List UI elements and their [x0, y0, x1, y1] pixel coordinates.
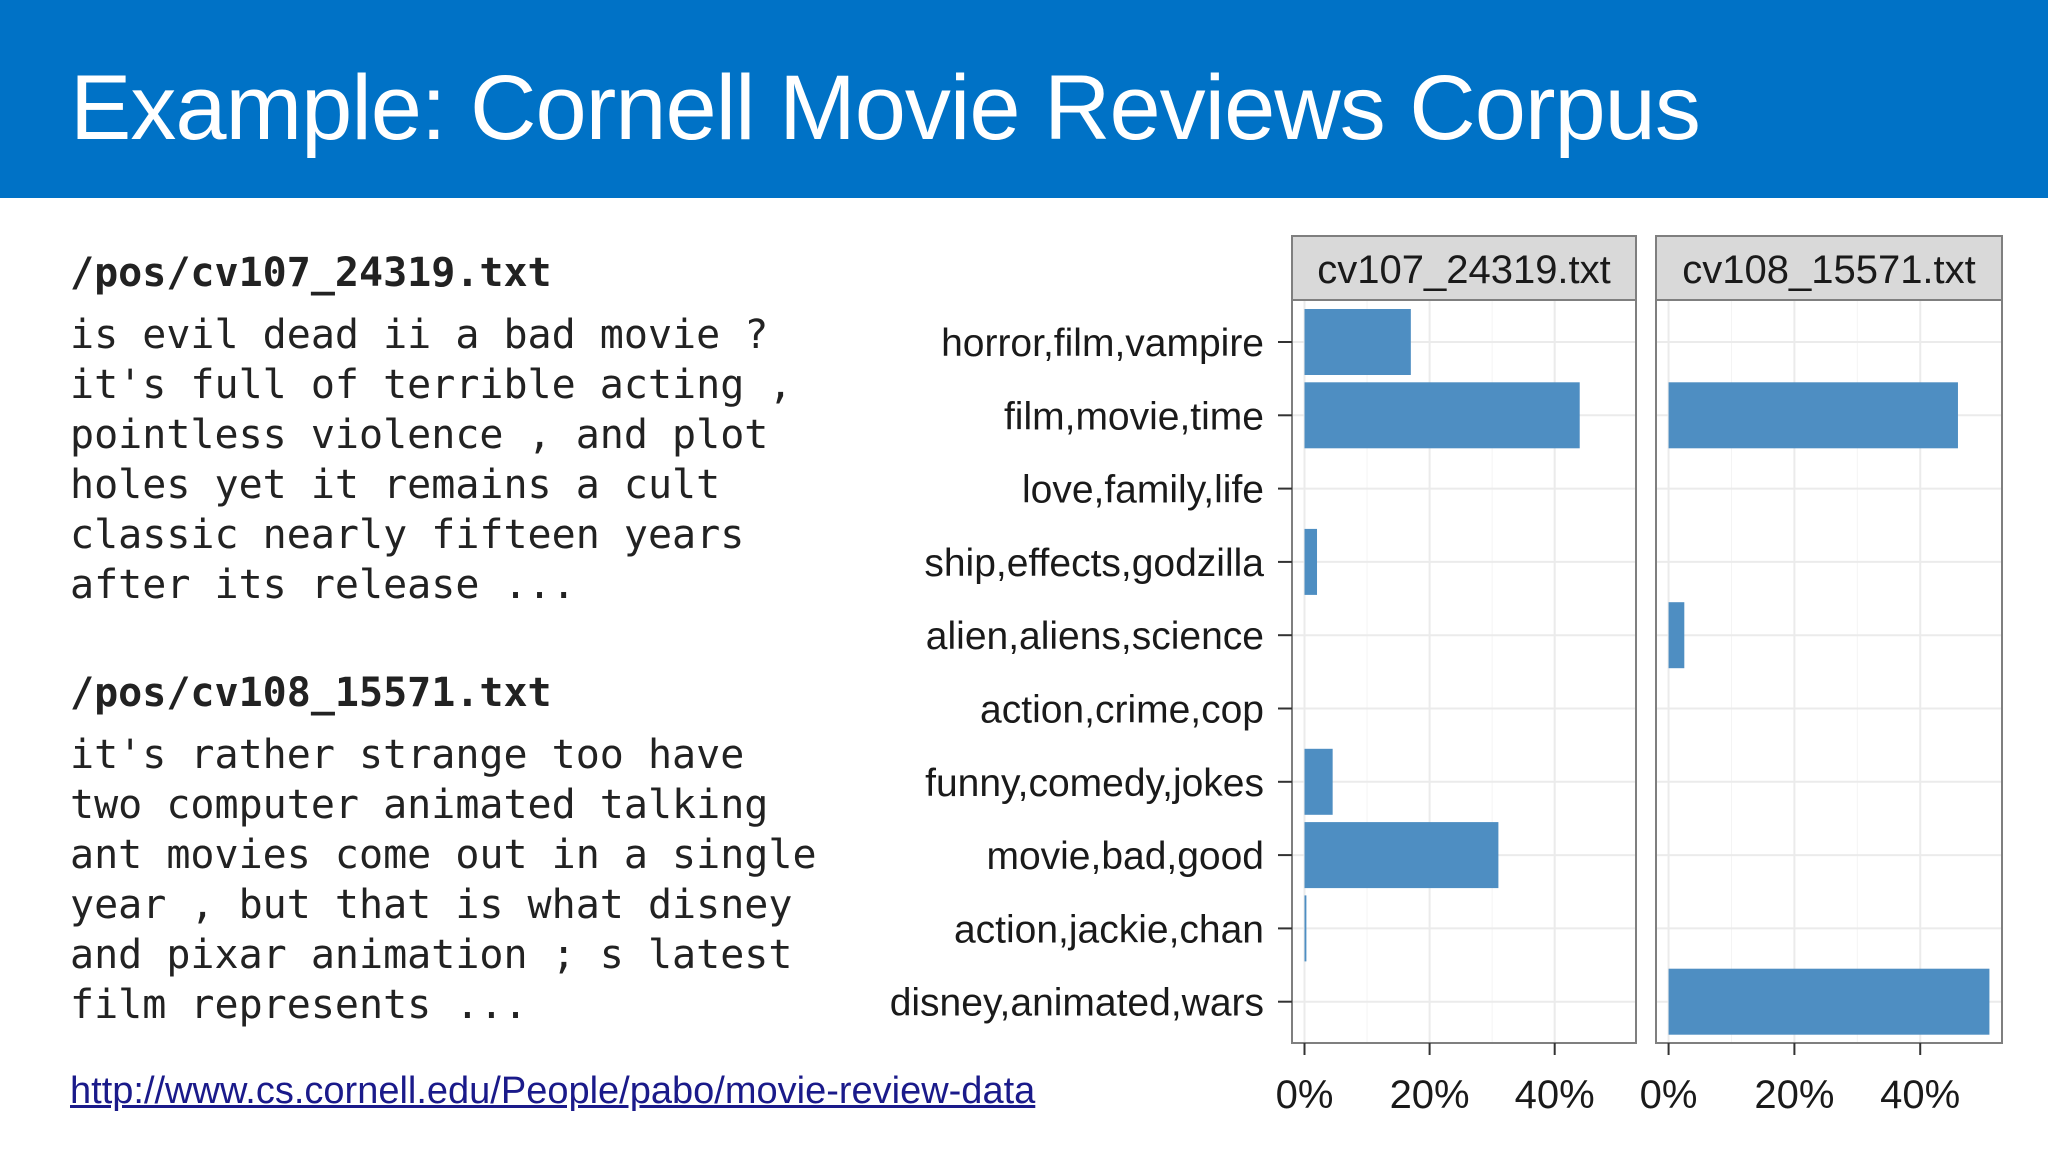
title-bar: [0, 0, 2048, 198]
doc1-line: holes yet it remains a cult: [70, 462, 721, 508]
doc1-line: pointless violence , and plot: [70, 412, 769, 458]
doc1-filename: /pos/cv107_24319.txt: [70, 250, 552, 296]
x-tick-label: 0%: [1276, 1073, 1334, 1117]
doc2-line: two computer animated talking: [70, 782, 769, 828]
source-link[interactable]: http://www.cs.cornell.edu/People/pabo/mo…: [70, 1070, 1036, 1112]
x-tick-label: 20%: [1390, 1073, 1470, 1117]
title-rest: Cornell Movie Reviews Corpus: [445, 57, 1701, 159]
doc2-line: and pixar animation ; s latest: [70, 932, 793, 978]
doc1-line: after its release ...: [70, 562, 576, 608]
y-tick-label: alien,aliens,science: [926, 615, 1264, 658]
x-tick-label: 0%: [1640, 1073, 1698, 1117]
bar: [1668, 602, 1685, 669]
y-tick-label: movie,bad,good: [986, 835, 1264, 878]
facet-label: cv107_24319.txt: [1317, 248, 1611, 292]
y-tick-label: action,jackie,chan: [954, 908, 1264, 951]
x-tick-label: 40%: [1880, 1073, 1960, 1117]
y-tick-label: disney,animated,wars: [890, 982, 1264, 1025]
doc2-line: ant movies come out in a single: [70, 832, 817, 878]
bar: [1304, 822, 1499, 889]
title-bold: Example:: [70, 57, 446, 159]
y-tick-label: horror,film,vampire: [941, 322, 1264, 365]
facet-strip: [1291, 235, 1637, 301]
x-tick-label: 20%: [1754, 1073, 1834, 1117]
bar: [1668, 382, 1958, 449]
doc2-line: it's rather strange too have: [70, 732, 745, 778]
y-tick-label: film,movie,time: [1004, 395, 1264, 438]
y-tick-label: love,family,life: [1022, 469, 1264, 512]
doc1-line: it's full of terrible acting ,: [70, 362, 793, 408]
bar: [1304, 748, 1333, 815]
slide-title: Example: Cornell Movie Reviews Corpus: [70, 57, 1701, 159]
bar: [1304, 309, 1411, 375]
doc2-line: year , but that is what disney: [70, 882, 793, 928]
doc2-line: film represents ...: [70, 982, 528, 1028]
doc1-line: classic nearly fifteen years: [70, 512, 745, 558]
bar: [1304, 895, 1307, 962]
x-tick-label: 40%: [1515, 1073, 1595, 1117]
bar: [1668, 968, 1990, 1035]
y-tick-label: action,crime,cop: [980, 689, 1264, 732]
bar: [1304, 382, 1580, 449]
y-tick-label: funny,comedy,jokes: [925, 762, 1264, 805]
doc2-filename: /pos/cv108_15571.txt: [70, 670, 552, 716]
bar: [1304, 528, 1318, 595]
doc1-line: is evil dead ii a bad movie ?: [70, 312, 769, 358]
facet-strip: [1655, 235, 2003, 301]
facet-label: cv108_15571.txt: [1682, 248, 1976, 292]
y-tick-label: ship,effects,godzilla: [924, 542, 1264, 585]
